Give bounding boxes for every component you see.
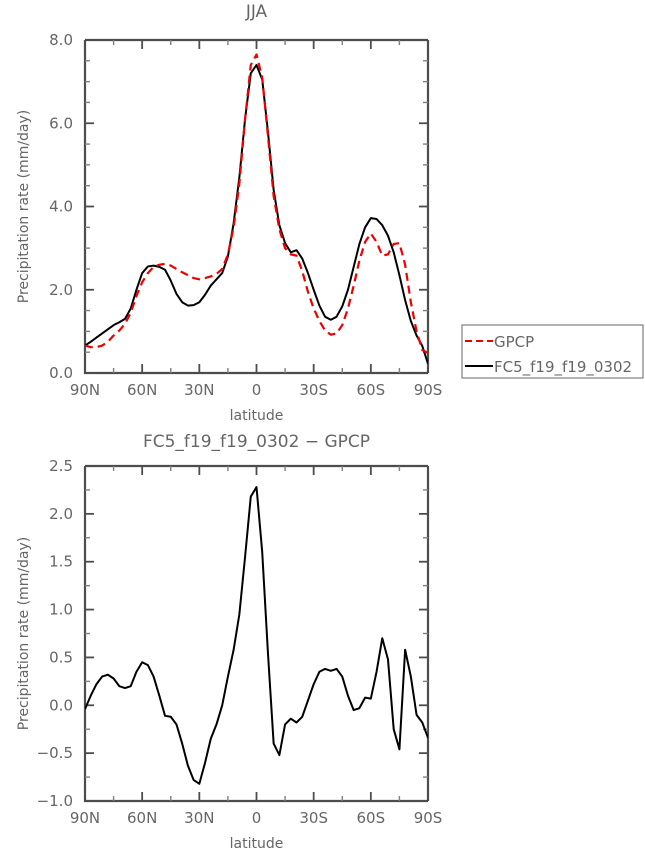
series-gpcp bbox=[85, 53, 428, 355]
xtick-label: 90S bbox=[414, 381, 443, 399]
xtick-label: 60N bbox=[127, 381, 157, 399]
ytick-label: 0.0 bbox=[49, 364, 73, 382]
ytick-label: 4.0 bbox=[49, 198, 73, 216]
xtick-label: 90N bbox=[70, 809, 100, 827]
ytick-label: 2.0 bbox=[49, 505, 73, 523]
ytick-label: 8.0 bbox=[49, 31, 73, 49]
xtick-label: 60N bbox=[127, 809, 157, 827]
xtick-label: 30N bbox=[184, 809, 214, 827]
axis-spines-bottom-panel bbox=[83, 466, 428, 803]
legend-item-fc5-f19-f19-0302[interactable]: FC5_f19_f19_0302 bbox=[465, 358, 632, 377]
panel-top-panel: JJA 90N 60N 30N 0 30S 60S 90S 0.0 2.0 4.0 6.0 8.0 lat… bbox=[16, 2, 442, 424]
xtick-label: 30N bbox=[184, 381, 214, 399]
panel-title-top-panel: JJA bbox=[245, 2, 268, 22]
legend-box bbox=[461, 324, 644, 379]
xaxis-title-top-panel: latitude bbox=[230, 408, 284, 424]
xtick-label: 60S bbox=[357, 809, 386, 827]
yaxis-title-top-panel: Precipitation rate (mm/day) bbox=[16, 110, 32, 304]
ytick-label: 0.5 bbox=[49, 648, 73, 666]
legend-label: GPCP bbox=[494, 333, 534, 351]
ytick-label: 6.0 bbox=[49, 114, 73, 132]
ytick-label: −0.5 bbox=[37, 744, 73, 762]
xtick-label: 60S bbox=[357, 381, 386, 399]
panel-bottom-panel: FC5_f19_f19_0302 − GPCP 90N 60N 30N 0 30S 60S 9… bbox=[16, 432, 442, 852]
ytick-label: 2.0 bbox=[49, 281, 73, 299]
xaxis-title-bottom-panel: latitude bbox=[230, 836, 284, 852]
legend: GPCP FC5_f19_f19_0302 bbox=[461, 324, 644, 379]
panel-title-bottom-panel: FC5_f19_f19_0302 − GPCP bbox=[143, 432, 370, 452]
xtick-label: 30S bbox=[299, 809, 328, 827]
xtick-label: 90S bbox=[414, 809, 443, 827]
ytick-label: −1.0 bbox=[37, 792, 73, 810]
xtick-label: 0 bbox=[252, 809, 262, 827]
ytick-label: 0.0 bbox=[49, 696, 73, 714]
xtick-label: 90N bbox=[70, 381, 100, 399]
series-fc5-f19-f19-0302 bbox=[85, 63, 428, 365]
xtick-label: 30S bbox=[299, 381, 328, 399]
legend-label: FC5_f19_f19_0302 bbox=[494, 358, 632, 377]
ytick-label: 1.5 bbox=[49, 553, 73, 571]
series-fc5-f19-f19-0302-gpcp bbox=[85, 486, 428, 785]
ytick-label: 1.0 bbox=[49, 601, 73, 619]
ytick-label: 2.5 bbox=[49, 457, 73, 475]
axis-spines-top-panel bbox=[83, 40, 428, 375]
xtick-label: 0 bbox=[252, 381, 262, 399]
legend-item-gpcp[interactable]: GPCP bbox=[465, 333, 534, 351]
yaxis-title-bottom-panel: Precipitation rate (mm/day) bbox=[16, 537, 32, 731]
